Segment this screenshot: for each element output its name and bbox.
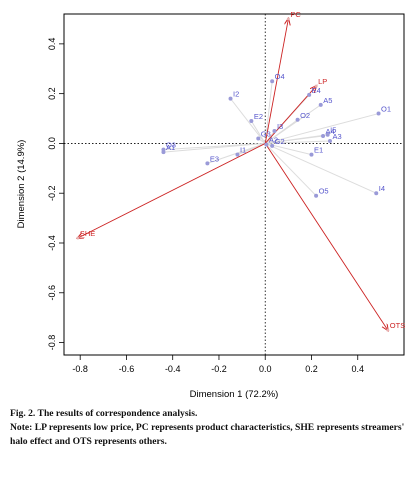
point-label-g2: G2 — [275, 137, 285, 146]
vector-label-pc: PC — [290, 10, 301, 19]
point-label-i2: I2 — [233, 90, 239, 99]
x-tick-label: -0.6 — [119, 364, 135, 374]
point-a1 — [161, 150, 166, 155]
point-label-a3: A3 — [332, 132, 341, 141]
point-label-i3: I3 — [277, 122, 283, 131]
x-tick-label: -0.4 — [165, 364, 181, 374]
point-label-o2: O2 — [300, 111, 310, 120]
point-arrow-o1 — [265, 113, 379, 144]
point-o4 — [270, 79, 275, 84]
point-label-o1: O1 — [381, 105, 391, 114]
point-label-o4: O4 — [275, 72, 285, 81]
vector-pc — [264, 19, 288, 144]
point-o2 — [295, 117, 300, 122]
point-arrows — [163, 81, 379, 197]
caption-note: Note: LP represents low price, PC repres… — [10, 422, 405, 447]
y-tick-label: -0.6 — [47, 285, 57, 301]
point-arrow-o4 — [264, 81, 273, 144]
y-tick-label: 0.0 — [47, 137, 57, 150]
vector-end-pc — [286, 17, 290, 21]
point-label-a4: A4 — [326, 127, 335, 136]
point-arrow-i5 — [265, 134, 328, 144]
point-e1 — [309, 152, 314, 157]
vector-end-she — [76, 236, 80, 240]
point-arrow-e2 — [250, 120, 266, 144]
point-label-a1: A1 — [166, 143, 175, 152]
y-tick-label: -0.4 — [47, 235, 57, 251]
point-label-a2: A2 — [269, 136, 278, 145]
plot-frame — [63, 13, 405, 356]
figure-caption: Fig. 2. The results of correspondence an… — [10, 407, 410, 449]
x-tick-label: 0.4 — [351, 364, 364, 374]
point-a2 — [264, 142, 269, 147]
point-label-o3: O3 — [166, 141, 176, 150]
x-axis: -0.8 -0.6 -0.4 -0.2 0.0 0.2 0.4 — [72, 355, 364, 374]
vector-end-ots — [386, 328, 390, 332]
point-label-a5: A5 — [323, 96, 332, 105]
point-a3 — [327, 138, 332, 143]
y-tick-label: -0.8 — [47, 335, 57, 351]
vector-end-lp — [314, 84, 318, 88]
point-label-i5: I5 — [330, 126, 336, 135]
point-g2 — [270, 143, 275, 148]
vector-ots — [264, 143, 388, 330]
y-axis-label: Dimension 2 (14.9%) — [16, 140, 27, 229]
point-arrow-a1 — [163, 142, 266, 153]
x-axis-label: Dimension 1 (72.2%) — [190, 389, 279, 400]
point-i3 — [272, 128, 277, 133]
point-a4 — [321, 133, 326, 138]
point-arrow-i4 — [265, 142, 377, 194]
point-label-i4: I4 — [379, 184, 385, 193]
y-axis: -0.8 -0.6 -0.4 -0.2 0.0 0.2 0.4 — [47, 38, 64, 351]
point-arrow-o2 — [264, 119, 298, 144]
point-label-e2: E2 — [254, 112, 263, 121]
point-label-e3: E3 — [210, 154, 219, 163]
caption-title: Fig. 2. The results of correspondence an… — [10, 408, 198, 419]
point-label-e4: E4 — [312, 86, 321, 95]
point-a5 — [318, 102, 323, 107]
variable-vectors: PC LP SHE OTS — [76, 10, 405, 332]
point-e3 — [205, 161, 210, 166]
point-g3 — [256, 136, 261, 141]
point-o1 — [376, 111, 381, 116]
point-e4 — [307, 92, 312, 97]
x-tick-label: -0.8 — [72, 364, 88, 374]
point-i1 — [235, 152, 240, 157]
vector-she — [78, 143, 266, 238]
vector-label-lp: LP — [318, 77, 327, 86]
point-label-o5: O5 — [319, 187, 329, 196]
point-o5 — [314, 193, 319, 198]
x-tick-label: 0.2 — [305, 364, 318, 374]
point-i4 — [374, 191, 379, 196]
point-i5 — [325, 132, 330, 137]
point-label-g3: G3 — [261, 129, 271, 138]
vector-label-ots: OTS — [390, 321, 405, 330]
point-arrow-a3 — [265, 140, 331, 144]
x-tick-label: 0.0 — [259, 364, 272, 374]
point-label-e1: E1 — [314, 146, 323, 155]
y-tick-label: 0.2 — [47, 87, 57, 100]
reference-lines — [64, 14, 404, 355]
point-arrow-i2 — [230, 98, 266, 144]
point-i2 — [228, 96, 233, 101]
point-label-i1: I1 — [240, 146, 246, 155]
y-tick-label: 0.4 — [47, 38, 57, 51]
point-e2 — [249, 119, 254, 124]
vector-label-she: SHE — [80, 229, 95, 238]
point-arrow-o5 — [264, 143, 317, 197]
y-tick-label: -0.2 — [47, 185, 57, 201]
x-tick-label: -0.2 — [211, 364, 227, 374]
